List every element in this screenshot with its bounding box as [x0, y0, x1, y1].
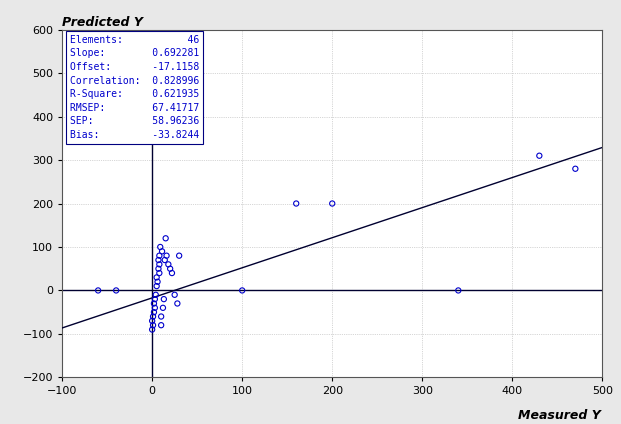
Point: [453, 287, 463, 294]
Point: [160, 257, 170, 263]
Point: [152, 274, 161, 281]
Point: [149, 300, 159, 307]
Point: [170, 291, 179, 298]
Point: [155, 261, 165, 268]
Point: [161, 235, 171, 242]
Point: [157, 248, 167, 255]
Point: [151, 291, 161, 298]
Point: [155, 270, 165, 276]
Point: [534, 152, 544, 159]
Point: [158, 304, 168, 311]
Text: Elements:           46
Slope:        0.692281
Offset:       -17.1158
Correlation: Elements: 46 Slope: 0.692281 Offset: -17…: [70, 35, 199, 140]
Point: [150, 296, 160, 303]
Point: [291, 200, 301, 207]
Point: [147, 326, 157, 333]
Point: [150, 304, 160, 311]
Point: [173, 300, 183, 307]
Point: [156, 313, 166, 320]
Point: [148, 313, 158, 320]
Point: [155, 252, 165, 259]
Point: [153, 265, 163, 272]
X-axis label: Measured Y: Measured Y: [518, 409, 601, 421]
Point: [159, 296, 169, 303]
Point: [165, 265, 175, 272]
Point: [570, 165, 580, 172]
Point: [93, 287, 103, 294]
Point: [155, 243, 165, 250]
Point: [161, 252, 171, 259]
Point: [174, 252, 184, 259]
Point: [149, 309, 159, 315]
Point: [163, 261, 173, 268]
Point: [147, 318, 157, 324]
Point: [153, 257, 163, 263]
Point: [156, 322, 166, 329]
Point: [153, 278, 163, 285]
Point: [148, 322, 158, 329]
Point: [167, 270, 177, 276]
Point: [152, 283, 161, 290]
Point: [237, 287, 247, 294]
Point: [327, 200, 337, 207]
Text: Predicted Y: Predicted Y: [62, 16, 143, 28]
Point: [111, 287, 121, 294]
